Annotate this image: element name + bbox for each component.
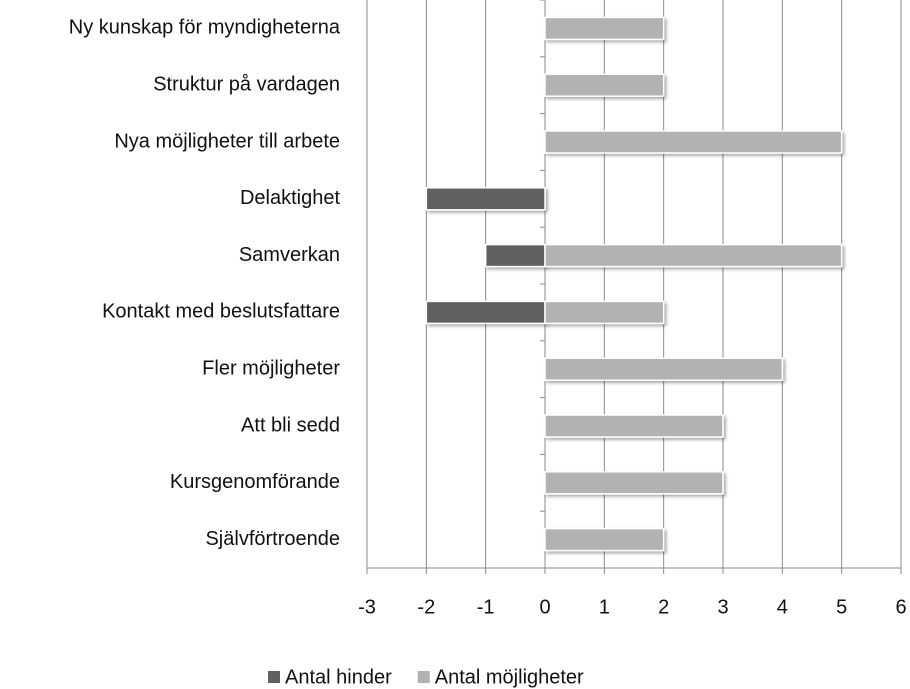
y-tick-label: Självförtroende: [205, 528, 340, 550]
bar: [544, 73, 665, 97]
x-tick-label: 2: [658, 596, 669, 618]
bar: [544, 300, 665, 325]
y-tick-label: Att bli sedd: [241, 414, 340, 436]
x-tick-label: -1: [477, 596, 495, 618]
legend-swatch: [268, 671, 280, 683]
bar: [484, 243, 546, 268]
y-tick-label: Kontakt med beslutsfattare: [102, 301, 340, 323]
bar: [425, 300, 546, 325]
x-tick-label: 0: [539, 596, 550, 618]
bar: [544, 357, 784, 381]
y-tick-label: Delaktighet: [240, 187, 341, 209]
legend-swatch: [417, 671, 430, 683]
bar: [544, 130, 843, 154]
x-tick-label: 3: [717, 596, 728, 618]
bar: [544, 527, 665, 552]
y-tick-label: Samverkan: [239, 244, 340, 266]
x-tick-label: 4: [777, 596, 788, 618]
y-tick-label: Kursgenomförande: [170, 471, 340, 493]
bar: [544, 16, 665, 41]
bar: [544, 243, 843, 268]
x-tick-label: 1: [599, 596, 610, 618]
x-tick-label: 5: [836, 596, 847, 618]
bar: [425, 187, 546, 211]
legend-label: Antal hinder: [285, 666, 392, 688]
x-tick-label: 6: [895, 596, 906, 618]
bar: [544, 414, 724, 438]
y-tick-label: Fler möjligheter: [202, 357, 340, 379]
legend-label: Antal möjligheter: [435, 666, 584, 688]
y-tick-label: Nya möjligheter till arbete: [114, 130, 340, 152]
y-tick-label: Struktur på vardagen: [153, 73, 340, 95]
x-tick-label: -2: [417, 596, 435, 618]
bar: [544, 471, 724, 495]
y-tick-label: Ny kunskap för myndigheterna: [69, 17, 341, 39]
x-tick-label: -3: [358, 596, 376, 618]
